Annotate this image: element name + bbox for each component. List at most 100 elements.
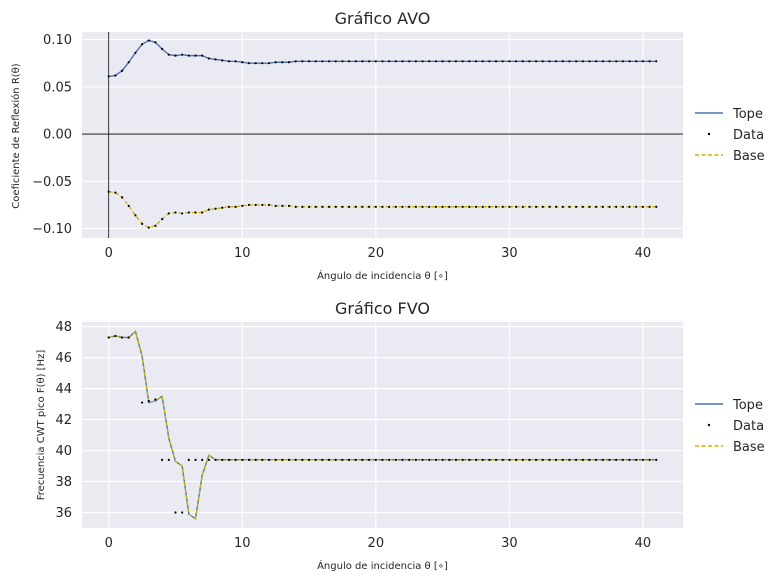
- data-point: [461, 205, 464, 208]
- data-point: [207, 208, 210, 211]
- data-point: [441, 60, 444, 63]
- data-point: [161, 458, 164, 461]
- x-tick-label: 10: [234, 536, 251, 551]
- data-point: [434, 205, 438, 208]
- data-point: [341, 205, 344, 208]
- avo-y-axis-label: Coeficiente de Reflexión R(θ): [10, 63, 22, 208]
- data-point: [194, 54, 197, 57]
- data-point: [267, 458, 271, 461]
- y-tick-label: 42: [55, 413, 72, 428]
- data-point: [548, 60, 551, 63]
- data-point: [581, 458, 584, 461]
- data-point: [254, 203, 257, 207]
- data-point: [174, 54, 177, 57]
- data-point: [461, 60, 464, 63]
- avo-legend: Tope Data Base: [695, 107, 765, 164]
- data-point: [261, 458, 264, 461]
- data-point: [454, 458, 458, 461]
- data-point: [595, 205, 598, 208]
- data-point: [327, 458, 331, 461]
- fvo-plot-area: [82, 322, 683, 528]
- data-point: [294, 458, 297, 461]
- data-point: [241, 204, 244, 207]
- data-point: [474, 205, 478, 208]
- data-point: [561, 205, 564, 208]
- avo-y-ticks: 0.10 0.05 0.00 −0.05 −0.10: [32, 33, 72, 237]
- data-point: [561, 60, 564, 63]
- data-point: [534, 458, 538, 461]
- data-point: [167, 53, 170, 56]
- data-point: [341, 458, 344, 461]
- data-point: [414, 458, 417, 461]
- data-point: [221, 59, 224, 62]
- data-point: [161, 47, 164, 51]
- data-point: [501, 205, 504, 208]
- data-point: [247, 203, 251, 207]
- data-point: [154, 41, 157, 44]
- data-point: [588, 205, 591, 208]
- data-point: [494, 60, 498, 63]
- data-point: [247, 62, 251, 65]
- data-point: [307, 458, 311, 461]
- data-point: [227, 458, 231, 461]
- data-point: [241, 61, 244, 64]
- data-point: [555, 60, 558, 63]
- data-point: [628, 458, 631, 461]
- data-point: [281, 458, 284, 461]
- data-point: [174, 511, 177, 514]
- data-point: [521, 458, 524, 461]
- data-point: [194, 211, 197, 214]
- data-point: [341, 60, 344, 63]
- data-point: [187, 458, 190, 461]
- data-point: [321, 458, 324, 461]
- data-point: [201, 458, 204, 461]
- data-point: [595, 458, 598, 461]
- data-point: [321, 60, 324, 63]
- data-point: [561, 458, 564, 461]
- data-point: [141, 401, 144, 404]
- data-point: [294, 205, 297, 208]
- data-point: [448, 60, 451, 63]
- avo-plot-area: [82, 32, 683, 238]
- legend-base-label: Base: [733, 440, 765, 455]
- data-point: [354, 458, 357, 461]
- data-point: [314, 60, 317, 63]
- data-point: [274, 204, 277, 207]
- data-point: [501, 458, 504, 461]
- data-point: [114, 191, 117, 194]
- data-point: [521, 60, 524, 63]
- data-point: [534, 60, 538, 63]
- data-point: [568, 458, 571, 461]
- data-point: [107, 190, 110, 193]
- data-point: [635, 205, 638, 208]
- data-point: [381, 458, 384, 461]
- data-point: [394, 205, 397, 208]
- data-point: [287, 204, 291, 207]
- data-point: [641, 205, 645, 208]
- data-point: [354, 60, 357, 63]
- data-point: [401, 205, 404, 208]
- data-point: [401, 458, 404, 461]
- data-point: [267, 203, 271, 207]
- data-point: [588, 60, 591, 63]
- data-point: [174, 211, 177, 214]
- data-point: [120, 196, 124, 199]
- data-point: [461, 458, 464, 461]
- data-point: [601, 60, 604, 63]
- legend-tope-label: Tope: [732, 398, 763, 413]
- data-point: [655, 458, 658, 461]
- data-point: [134, 214, 137, 217]
- legend-data-marker: [707, 423, 711, 427]
- data-point: [568, 60, 571, 63]
- data-point: [214, 458, 217, 461]
- y-tick-label: 0.10: [43, 33, 72, 48]
- avo-x-axis-label: Ángulo de incidencia θ [∘]: [317, 269, 448, 282]
- data-point: [281, 61, 284, 64]
- data-point: [441, 458, 444, 461]
- y-tick-label: 0.05: [43, 80, 72, 95]
- data-point: [434, 458, 438, 461]
- data-point: [555, 458, 558, 461]
- data-point: [301, 205, 304, 208]
- data-point: [221, 458, 224, 461]
